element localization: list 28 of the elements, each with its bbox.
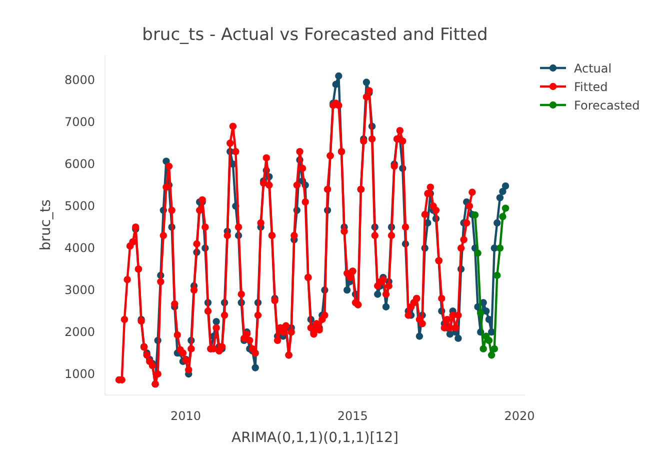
chart-title: bruc_ts - Actual vs Forecasted and Fitted xyxy=(142,25,488,45)
point xyxy=(502,204,510,212)
point xyxy=(494,272,501,279)
x-axis-title: ARIMA(0,1,1)(0,1,1)[12] xyxy=(232,430,398,446)
point xyxy=(474,250,482,257)
x-tick-label: 2010 xyxy=(170,409,202,423)
y-axis-title: bruc_ts xyxy=(38,200,54,250)
y-tick-label: 8000 xyxy=(64,73,95,88)
y-tick-label: 7000 xyxy=(64,115,95,130)
y-tick-label: 3000 xyxy=(64,283,95,298)
y-tick-label: 4000 xyxy=(64,241,95,256)
y-tick-label: 6000 xyxy=(64,157,95,172)
y-tick-label: 2000 xyxy=(64,325,95,340)
legend-label: Actual xyxy=(574,62,612,76)
x-tick-label: 2020 xyxy=(504,409,535,423)
point xyxy=(488,352,496,359)
point xyxy=(496,244,504,252)
point xyxy=(471,211,479,219)
x-tick-label: 2015 xyxy=(337,409,368,423)
y-tick-label: 1000 xyxy=(64,367,95,382)
point xyxy=(485,336,493,344)
point xyxy=(476,310,484,317)
legend-label: Forecasted xyxy=(574,98,640,112)
legend-label: Fitted xyxy=(574,80,608,94)
point xyxy=(490,345,498,352)
point xyxy=(480,345,487,352)
point xyxy=(499,213,506,220)
y-tick-label: 5000 xyxy=(64,199,95,214)
